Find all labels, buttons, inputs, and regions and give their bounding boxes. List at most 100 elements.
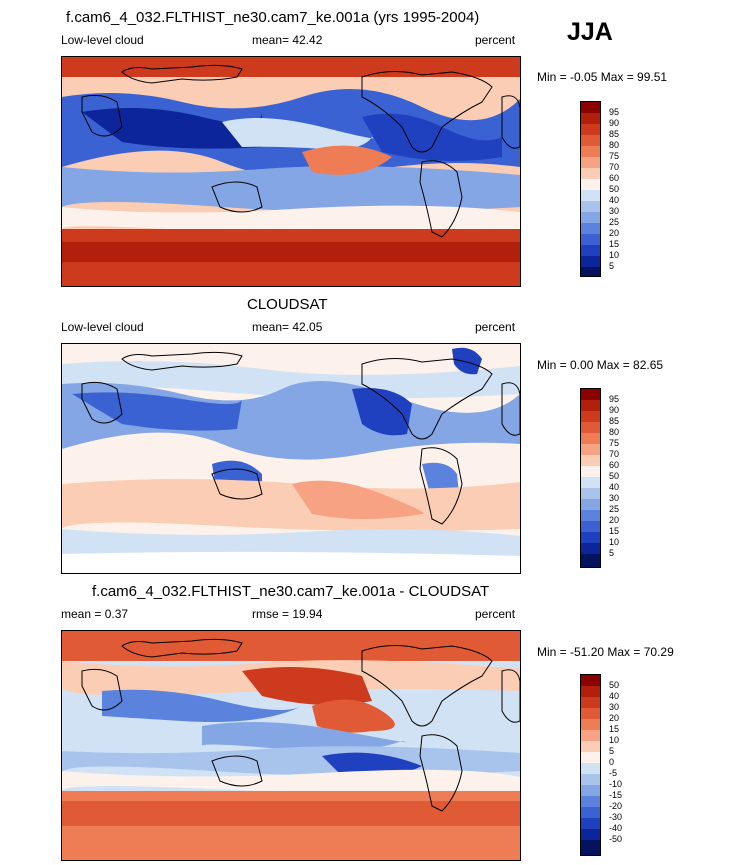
panel-3-rmse-label: rmse = 19.94 [252,607,323,621]
panel-2-colorbar-label: 75 [609,438,620,448]
panel-3-minmax: Min = -51.20 Max = 70.29 [537,645,674,659]
panel-2-colorbar-label: 70 [609,449,620,459]
panel-2-colorbar-label: 90 [609,405,620,415]
panel-1-colorbar-cell [581,245,600,256]
panel-3-map [61,630,521,861]
panel-1-colorbar-cell [581,135,600,146]
panel-2-colorbar-label: 95 [609,394,620,404]
panel-3-colorbar-label: -20 [609,801,623,811]
panel-3-colorbar-cell [581,752,600,763]
panel-3-colorbar-box [580,674,601,856]
panel-2-colorbar-cell [581,422,600,433]
panel-3-colorbar-label: -30 [609,812,623,822]
panel-2-colorbar-cell [581,499,600,510]
panel-3-colorbar-label: -5 [609,768,618,778]
panel-1-colorbar-label: 60 [609,173,620,183]
panel-1-colorbar-label: 25 [609,217,620,227]
panel-3-colorbar-label: 30 [609,702,620,712]
panel-3-colorbar-label: 20 [609,713,620,723]
panel-1-colorbar-label: 20 [609,228,620,238]
panel-2-colorbar-cell [581,488,600,499]
panel-1-units-label: percent [475,33,516,47]
panel-2-colorbar-label: 15 [609,526,620,536]
panel-1-title: f.cam6_4_032.FLTHIST_ne30.cam7_ke.001a (… [66,9,480,26]
panel-1-colorbar-label: 40 [609,195,620,205]
panel-2-mean-label: mean= 42.05 [252,320,323,334]
panel-3-colorbar-label: 5 [609,746,615,756]
panel-2-minmax: Min = 0.00 Max = 82.65 [537,358,664,372]
panel-1-colorbar-label: 95 [609,107,620,117]
panel-2-colorbar-label: 10 [609,537,620,547]
panel-2-colorbar-label: 20 [609,515,620,525]
panel-1-colorbar-label: 80 [609,140,620,150]
panel-1-colorbar-label: 90 [609,118,620,128]
panel-1-colorbar-label: 30 [609,206,620,216]
panel-1-map-svg [62,57,520,286]
panel-2-colorbar-cell [581,554,600,567]
panel-3-colorbar-cell [581,675,600,686]
panel-3-colorbar-cell [581,697,600,708]
panel-1-colorbar-cell [581,267,600,276]
panel-1-colorbar-cell [581,113,600,124]
panel-1-colorbar-cell [581,201,600,212]
panel-3-colorbar-label: 50 [609,680,620,690]
panel-1-colorbar-label: 70 [609,162,620,172]
panel-2-colorbar-cell [581,400,600,411]
panel-2-colorbar-box [580,388,601,568]
panel-2-colorbar-cell [581,510,600,521]
panel-1-colorbar-cell [581,179,600,190]
panel-2-colorbar-cell [581,411,600,422]
panel-2-map [61,343,521,574]
panel-1-colorbar-label: 85 [609,129,620,139]
panel-3-colorbar-cell [581,763,600,774]
panel-1-colorbar-label: 5 [609,261,615,271]
panel-3-colorbar-cell [581,796,600,807]
panel-2-colorbar-label: 85 [609,416,620,426]
panel-1-map [61,56,521,287]
panel-2-colorbar-cell [581,433,600,444]
panel-2-colorbar-cell [581,543,600,554]
panel-2-colorbar-cell [581,532,600,543]
panel-2-colorbar-cell [581,477,600,488]
panel-2-colorbar-cell [581,455,600,466]
panel-1-colorbar-cell [581,102,600,113]
panel-3-colorbar-cell [581,829,600,840]
panel-2-colorbar-cell [581,521,600,532]
panel-2-colorbar-cell [581,444,600,455]
panel-2-title: CLOUDSAT [247,296,328,313]
panel-3-colorbar-cell [581,840,600,855]
panel-1-colorbar-cell [581,124,600,135]
season-label: JJA [567,18,613,46]
panel-2-colorbar-label: 5 [609,548,615,558]
panel-3-colorbar-cell [581,708,600,719]
panel-1-colorbar-cell [581,212,600,223]
panel-1-colorbar-label: 10 [609,250,620,260]
panel-3-colorbar-label: -40 [609,823,623,833]
panel-1-colorbar-label: 75 [609,151,620,161]
panel-2-units-label: percent [475,320,516,334]
panel-3-colorbar-label: 40 [609,691,620,701]
panel-2-colorbar-label: 60 [609,460,620,470]
panel-1-colorbar-label: 15 [609,239,620,249]
panel-2-colorbar-label: 25 [609,504,620,514]
panel-1-colorbar-cell [581,168,600,179]
panel-3-map-svg [62,631,520,860]
panel-2-left-label: Low-level cloud [61,320,144,334]
panel-3-colorbar-label: -15 [609,790,623,800]
panel-1-mean-label: mean= 42.42 [252,33,323,47]
panel-3-colorbar-cell [581,686,600,697]
panel-3-colorbar-label: 15 [609,724,620,734]
panel-2-colorbar-cell [581,389,600,400]
panel-1-minmax: Min = -0.05 Max = 99.51 [537,70,668,84]
panel-1-colorbar-cell [581,234,600,245]
panel-3-colorbar-cell [581,785,600,796]
panel-1-colorbar-cell [581,146,600,157]
panel-1-colorbar-label: 50 [609,184,620,194]
panel-3-colorbar-cell [581,807,600,818]
panel-3-colorbar-label: 10 [609,735,620,745]
panel-3-title: f.cam6_4_032.FLTHIST_ne30.cam7_ke.001a -… [92,583,490,600]
panel-2-colorbar-label: 30 [609,493,620,503]
panel-3-colorbar-cell [581,719,600,730]
panel-1-colorbar-cell [581,157,600,168]
panel-3-colorbar-cell [581,741,600,752]
